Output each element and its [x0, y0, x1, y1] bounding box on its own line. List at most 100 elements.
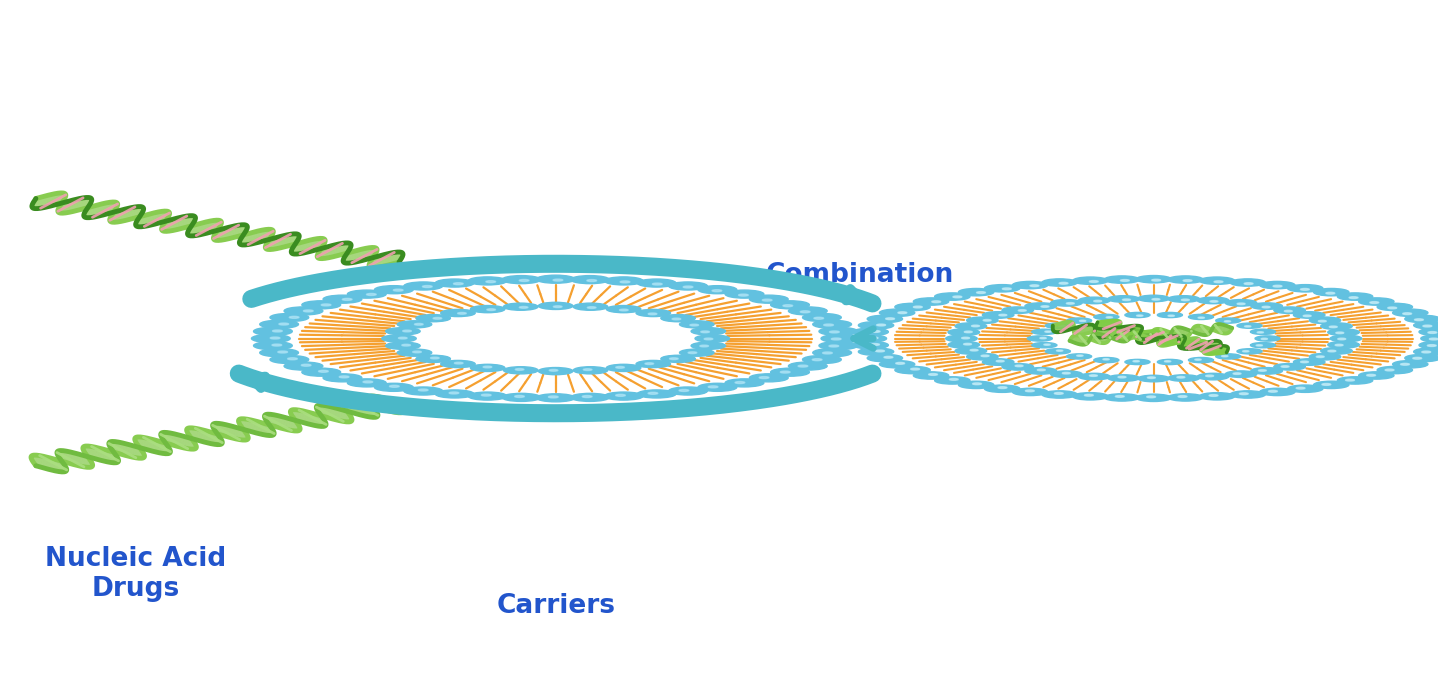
Polygon shape: [328, 406, 352, 419]
Polygon shape: [1199, 344, 1200, 345]
Polygon shape: [1053, 322, 1067, 331]
Ellipse shape: [616, 366, 625, 368]
Polygon shape: [1117, 332, 1126, 341]
Polygon shape: [1122, 326, 1142, 334]
Polygon shape: [1138, 331, 1141, 332]
Polygon shape: [317, 410, 336, 420]
Polygon shape: [1077, 335, 1085, 345]
Polygon shape: [1104, 323, 1120, 329]
Polygon shape: [317, 406, 349, 422]
Polygon shape: [1175, 340, 1186, 343]
Ellipse shape: [1019, 309, 1026, 311]
Ellipse shape: [997, 360, 1004, 362]
Polygon shape: [189, 225, 192, 227]
Polygon shape: [1112, 334, 1117, 341]
Polygon shape: [1096, 320, 1112, 327]
Polygon shape: [1165, 336, 1184, 344]
Polygon shape: [1071, 337, 1077, 344]
Polygon shape: [157, 441, 169, 447]
Polygon shape: [1216, 324, 1225, 334]
Polygon shape: [1132, 330, 1142, 333]
Polygon shape: [1186, 329, 1190, 334]
Polygon shape: [1100, 328, 1114, 338]
Ellipse shape: [382, 335, 416, 342]
Polygon shape: [135, 213, 155, 223]
Polygon shape: [1136, 334, 1144, 339]
Polygon shape: [1161, 335, 1175, 346]
Polygon shape: [1142, 331, 1162, 339]
Polygon shape: [60, 201, 68, 206]
Ellipse shape: [1133, 361, 1139, 362]
Polygon shape: [1097, 322, 1103, 324]
Ellipse shape: [1415, 319, 1424, 321]
Polygon shape: [90, 203, 118, 217]
Polygon shape: [369, 406, 375, 408]
Polygon shape: [1161, 336, 1180, 343]
Polygon shape: [344, 252, 347, 254]
Polygon shape: [1161, 336, 1180, 343]
Polygon shape: [1071, 338, 1077, 343]
Polygon shape: [320, 413, 328, 418]
Polygon shape: [1119, 327, 1122, 328]
Ellipse shape: [1164, 361, 1171, 362]
Polygon shape: [1151, 333, 1154, 335]
Polygon shape: [135, 439, 163, 454]
Polygon shape: [1091, 330, 1096, 332]
Polygon shape: [1074, 336, 1082, 345]
Polygon shape: [1183, 341, 1203, 349]
Ellipse shape: [270, 355, 308, 364]
Polygon shape: [1053, 325, 1055, 327]
Polygon shape: [100, 207, 118, 216]
Polygon shape: [318, 245, 334, 254]
Ellipse shape: [1321, 323, 1353, 330]
Polygon shape: [1053, 322, 1065, 330]
Ellipse shape: [683, 286, 693, 288]
Polygon shape: [362, 403, 376, 412]
Polygon shape: [1222, 351, 1228, 353]
Ellipse shape: [430, 357, 439, 359]
Polygon shape: [161, 436, 185, 448]
Ellipse shape: [587, 280, 597, 282]
Ellipse shape: [1016, 365, 1023, 367]
Polygon shape: [33, 193, 62, 209]
Polygon shape: [1090, 328, 1096, 333]
Polygon shape: [1114, 326, 1120, 328]
Ellipse shape: [1045, 331, 1051, 332]
Ellipse shape: [1237, 303, 1245, 305]
Polygon shape: [179, 435, 195, 443]
Polygon shape: [86, 202, 116, 218]
Polygon shape: [269, 414, 299, 431]
Polygon shape: [1203, 346, 1219, 352]
Polygon shape: [1174, 328, 1181, 336]
Polygon shape: [1154, 334, 1164, 338]
Polygon shape: [1183, 342, 1187, 343]
Polygon shape: [84, 446, 116, 463]
Polygon shape: [110, 206, 138, 221]
Polygon shape: [1065, 325, 1074, 331]
Polygon shape: [1175, 328, 1184, 336]
Polygon shape: [1158, 329, 1167, 338]
Ellipse shape: [947, 341, 979, 348]
Polygon shape: [108, 210, 115, 214]
Polygon shape: [1174, 328, 1181, 336]
Polygon shape: [384, 398, 402, 408]
Polygon shape: [1096, 328, 1109, 336]
Polygon shape: [1159, 336, 1162, 338]
Polygon shape: [1203, 346, 1218, 351]
Polygon shape: [1098, 328, 1113, 338]
Polygon shape: [169, 217, 195, 232]
Polygon shape: [86, 205, 97, 211]
Polygon shape: [84, 202, 113, 217]
Polygon shape: [112, 206, 142, 222]
Polygon shape: [1183, 342, 1189, 344]
Polygon shape: [33, 195, 48, 203]
Polygon shape: [1093, 330, 1096, 332]
Polygon shape: [1168, 337, 1178, 345]
Polygon shape: [1126, 328, 1142, 334]
Polygon shape: [84, 452, 97, 460]
Polygon shape: [1199, 326, 1207, 335]
Polygon shape: [1071, 338, 1074, 343]
Polygon shape: [1117, 326, 1133, 332]
Ellipse shape: [870, 344, 879, 345]
Polygon shape: [1206, 346, 1226, 354]
